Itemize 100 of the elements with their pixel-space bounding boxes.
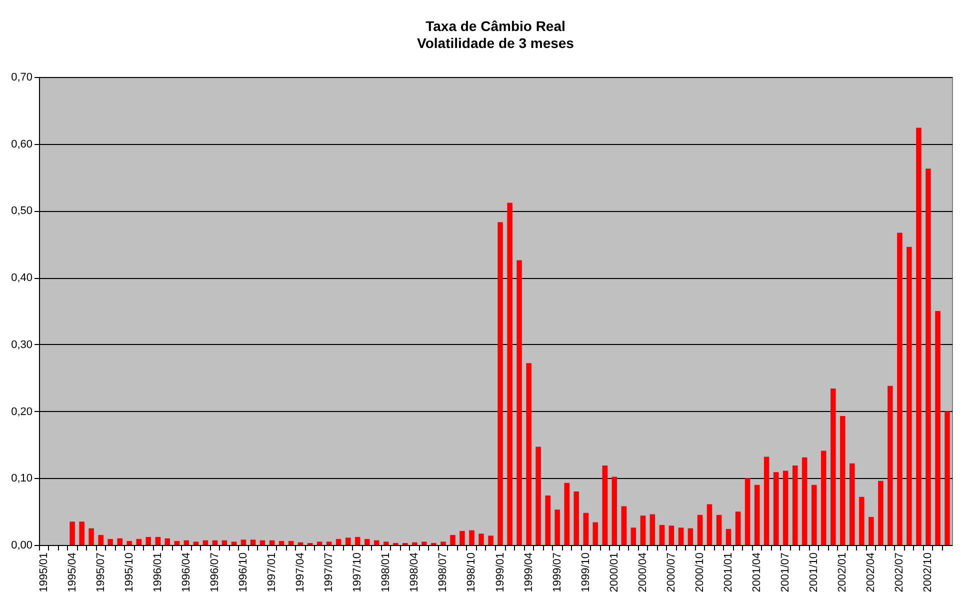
bar [574,492,579,545]
y-tick-label: 0,20 [11,406,32,418]
x-tick-label: 2000/10 [694,552,706,592]
bar [754,484,760,545]
bar [117,538,122,545]
bar [840,416,846,545]
x-tick-label: 2002/10 [922,552,934,592]
bar [146,536,151,545]
bar [326,542,332,545]
bar [202,540,208,545]
bar [830,388,836,545]
bar [469,530,474,545]
bar [706,504,712,545]
x-tick-label: 1996/10 [237,552,250,592]
bar [554,510,560,545]
bar [659,524,665,545]
bar [269,540,275,545]
bar [868,516,874,545]
bar [288,540,294,545]
y-tick-label: 0,30 [11,338,32,351]
bar [260,540,266,545]
bar [916,128,922,545]
x-tick-label: 1997/07 [323,552,336,592]
x-tick-label: 1996/01 [152,552,164,592]
bar [316,542,322,545]
bar [478,534,484,545]
bar [336,538,342,545]
x-tick-label: 2000/04 [636,552,649,592]
x-tick-label: 2002/07 [894,552,906,592]
x-tick-label: 1999/10 [580,552,592,592]
bar [697,514,703,545]
bar [384,542,389,545]
bar [136,538,142,545]
bar [678,528,684,545]
bar [507,202,512,545]
bar [174,540,180,545]
x-tick-label: 2002/01 [836,552,849,592]
bar [536,446,541,545]
y-tick-label: 0,40 [11,272,32,284]
bar [583,512,588,545]
chart-subtitle: Volatilidade de 3 meses [417,35,574,51]
x-tick-label: 1995/10 [123,552,136,592]
bar [688,528,694,545]
bar [897,232,902,545]
x-tick-label: 2000/01 [608,552,620,592]
bar [820,450,826,545]
bar [773,472,779,545]
bar [888,386,893,545]
x-tick-label: 1999/04 [522,552,535,592]
bar [126,540,132,545]
bar [155,536,160,545]
bar [545,496,550,545]
x-tick-label: 1997/04 [294,552,307,592]
bar [278,540,284,545]
x-tick-label: 1997/01 [266,552,278,592]
bar [412,542,418,545]
x-tick-label: 2001/07 [780,552,792,592]
bar [944,411,950,545]
bar [744,478,750,545]
bar [906,246,912,545]
bar [792,465,798,545]
bar [878,480,884,545]
x-tick-label: 2001/10 [808,552,820,592]
bar [802,457,808,545]
bar [640,516,646,545]
x-tick-label: 1995/01 [38,552,50,592]
x-tick-label: 1995/07 [94,552,107,592]
bar [850,463,855,545]
x-tick-label: 2002/04 [865,552,878,592]
bar [374,540,380,545]
bar [364,538,370,545]
bar [184,540,190,545]
bar [735,512,741,545]
y-tick-label: 0,70 [11,72,32,84]
x-tick-label: 1999/07 [551,552,564,592]
bar [440,542,446,545]
x-tick-label: 2000/07 [665,552,678,592]
bar [231,542,237,545]
bar [602,465,608,545]
bar [716,514,722,545]
x-tick-label: 1998/07 [437,552,450,592]
bar [240,540,246,545]
bar [592,522,598,545]
x-tick-label: 1999/01 [494,552,506,592]
x-tick-label: 1998/04 [408,552,421,592]
bar [88,528,94,545]
x-tick-label: 1996/04 [180,552,192,592]
bar [630,528,636,545]
bar [345,538,351,545]
bar [488,536,494,545]
bar [108,538,113,545]
bar [811,484,817,545]
x-tick-label: 1995/04 [66,552,78,592]
bar [612,476,617,545]
bar [859,496,864,545]
bar [70,522,75,545]
bar [526,363,532,545]
y-tick-label: 0,00 [11,540,32,552]
x-tick-label: 1997/10 [352,552,364,592]
chart-title: Taxa de Câmbio Real [426,18,566,34]
